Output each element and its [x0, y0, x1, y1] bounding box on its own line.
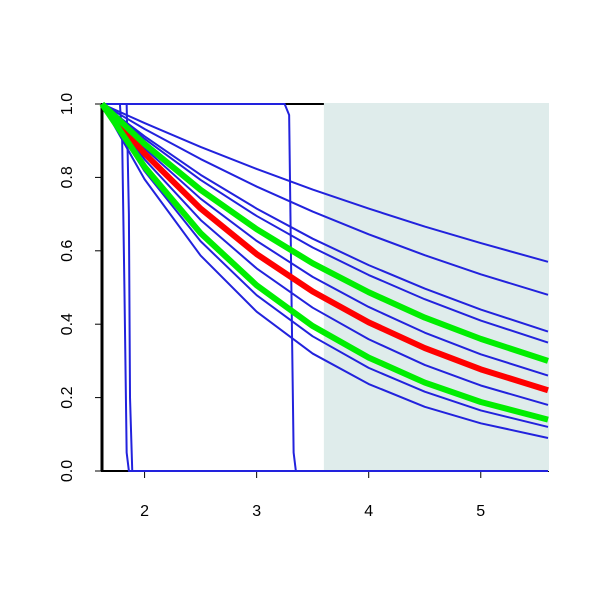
x-tick-label: 3	[252, 503, 261, 520]
survival-curve	[99, 102, 549, 394]
survival-curve	[101, 103, 549, 333]
survival-curve	[101, 103, 549, 377]
y-tick-label: 0.8	[59, 166, 76, 188]
y-tick-label: 0.2	[59, 386, 76, 408]
y-tick-label: 1.0	[59, 93, 76, 115]
y-tick-label: 0.4	[59, 313, 76, 335]
survival-curve	[101, 103, 549, 428]
y-tick-label: 0.6	[59, 240, 76, 262]
survival-curve	[101, 103, 549, 263]
survival-curve	[101, 103, 549, 344]
x-tick-label: 4	[364, 503, 373, 520]
survival-curve	[102, 103, 548, 472]
survival-curve	[99, 101, 549, 364]
x-tick-label: 2	[140, 503, 149, 520]
survival-curve	[101, 103, 549, 439]
x-tick-label: 5	[476, 503, 485, 520]
y-tick-label: 0.0	[59, 460, 76, 482]
survival-curve	[99, 102, 549, 423]
survival-curve	[101, 103, 549, 296]
survival-curve	[101, 103, 549, 406]
